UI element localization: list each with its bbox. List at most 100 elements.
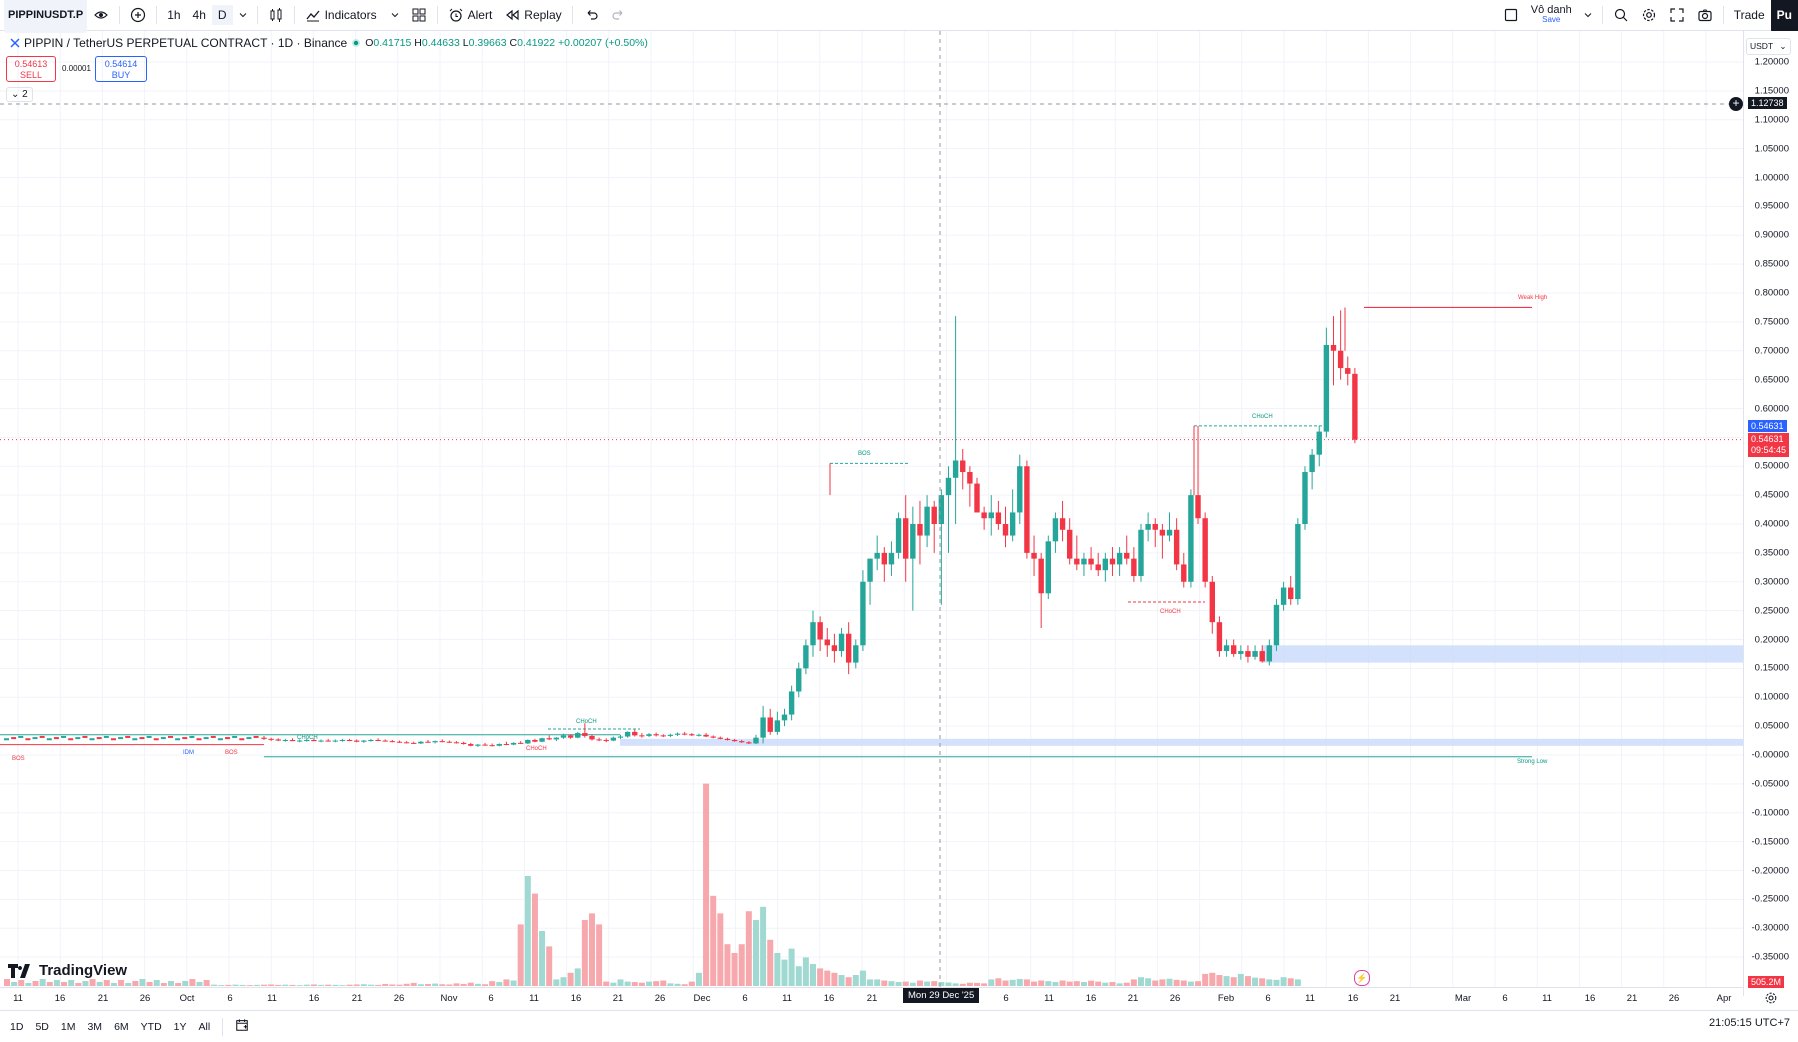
volume-bar <box>817 968 824 986</box>
timezone-clock[interactable]: 21:05:15 UTC+7 <box>1708 1017 1790 1029</box>
interval-d[interactable]: D <box>211 5 233 25</box>
volume-bar <box>189 979 196 986</box>
date-range-calendar-icon[interactable] <box>235 1018 249 1035</box>
symbol-search-button[interactable]: PIPPINUSDT.P <box>4 0 88 33</box>
range-6m[interactable]: 6M <box>114 1020 129 1033</box>
redo-icon[interactable] <box>605 0 633 30</box>
volume-bar <box>646 981 653 986</box>
candle-body <box>582 733 588 736</box>
candle-body <box>446 741 453 743</box>
candle-body <box>553 737 560 740</box>
range-5d[interactable]: 5D <box>35 1020 49 1033</box>
tradingview-logo[interactable]: TradingView <box>8 962 127 979</box>
choch-label-red: CHoCH <box>526 746 547 752</box>
time-axis[interactable] <box>0 987 1743 1010</box>
candle-body <box>710 736 716 738</box>
camera-icon[interactable] <box>1691 0 1719 30</box>
history-candle <box>39 735 45 738</box>
layout-save-label: Save <box>1542 15 1561 24</box>
volume-bar <box>253 984 260 986</box>
volume-bar <box>446 984 453 986</box>
volume-bar <box>53 980 60 986</box>
undo-icon[interactable] <box>577 0 605 30</box>
range-3m[interactable]: 3M <box>87 1020 103 1033</box>
candle-body <box>1209 581 1215 623</box>
range-ytd[interactable]: YTD <box>140 1020 162 1033</box>
volume-bar <box>153 980 160 986</box>
candle-body <box>525 739 531 744</box>
crosshair-price-label: 1.12738 <box>1748 96 1787 109</box>
volume-bar <box>517 924 524 986</box>
candle-body <box>1337 350 1344 369</box>
candle-body <box>1031 552 1037 559</box>
replay-button[interactable]: Replay <box>498 0 567 30</box>
layout-square-icon[interactable] <box>1497 0 1525 30</box>
sell-button[interactable]: 0.54613 SELL <box>6 56 56 82</box>
range-all[interactable]: All <box>198 1020 211 1033</box>
settings-gear-icon[interactable] <box>1635 0 1663 30</box>
range-1y[interactable]: 1Y <box>173 1020 187 1033</box>
chevron-down-icon[interactable] <box>233 0 253 30</box>
price-tick-label: 0.70000 <box>1754 345 1789 357</box>
compare-add-icon[interactable] <box>124 0 152 30</box>
alert-button[interactable]: Alert <box>442 0 499 30</box>
price-tick-label: 1.00000 <box>1754 172 1789 183</box>
volume-bar <box>1187 981 1194 986</box>
publish-button[interactable]: Pu <box>1770 0 1798 34</box>
volume-bar <box>738 944 745 986</box>
volume-bar <box>332 984 339 986</box>
candle-body <box>1088 558 1094 565</box>
add-alert-plus-icon[interactable]: + <box>1729 96 1743 111</box>
range-1d[interactable]: 1D <box>10 1020 24 1033</box>
volume-bar <box>453 983 460 986</box>
lightning-icon[interactable]: ⚡ <box>1354 970 1370 986</box>
candle-body <box>1159 529 1166 536</box>
chevron-down-icon[interactable] <box>1578 0 1598 30</box>
candle-body <box>282 739 289 741</box>
volume-bar <box>246 985 253 986</box>
time-tick-label: 16 <box>54 993 66 1004</box>
divider <box>571 6 573 24</box>
candle-body <box>1238 651 1244 654</box>
watch-icon[interactable] <box>87 0 115 30</box>
volume-bar <box>325 984 332 986</box>
interval-4h[interactable]: 4h <box>192 8 206 22</box>
chevron-down-icon <box>391 13 398 18</box>
legend-title[interactable]: PIPPIN / TetherUS PERPETUAL CONTRACT · 1… <box>24 36 348 50</box>
price-tick-label: 0.60000 <box>1754 403 1789 414</box>
buy-button[interactable]: 0.54614 BUY <box>95 56 147 82</box>
volume-bar <box>546 946 553 986</box>
quick-search-icon[interactable] <box>1607 0 1635 30</box>
tradingview-logo-icon <box>8 963 30 978</box>
fullscreen-icon[interactable] <box>1663 0 1691 30</box>
layout-name-button[interactable]: Vô danh Save <box>1525 0 1578 30</box>
volume-bar <box>731 953 738 986</box>
range-1m[interactable]: 1M <box>60 1020 76 1033</box>
volume-bar <box>1195 981 1202 986</box>
price-tick-label: 0.90000 <box>1754 229 1789 241</box>
volume-bar <box>503 979 510 986</box>
candle-body <box>917 524 923 536</box>
time-tick-label: 21 <box>1626 993 1638 1004</box>
history-candle <box>253 735 259 738</box>
volume-bar <box>1009 979 1016 986</box>
candle-body <box>453 742 460 744</box>
axis-settings-gear-icon[interactable] <box>1764 991 1778 1010</box>
candle-body <box>903 518 909 559</box>
time-tick-label: 26 <box>1668 993 1680 1004</box>
volume-bar <box>103 980 110 986</box>
candle-body <box>788 691 795 715</box>
indicators-button[interactable]: Indicators <box>299 0 405 30</box>
candle-body <box>646 734 652 736</box>
candle-body <box>1124 552 1130 559</box>
volume-bar <box>974 982 980 986</box>
price-axis[interactable]: 1.20000 1.15000 1.10000 1.05000 1.00000 0.950… <box>1743 31 1798 996</box>
layouts-grid-icon[interactable] <box>405 0 433 30</box>
interval-1h[interactable]: 1h <box>167 8 181 22</box>
indicators-collapse-button[interactable]: ⌄ 2 <box>6 87 33 102</box>
history-candle <box>25 738 31 741</box>
currency-selector[interactable]: USDT ⌄ <box>1746 38 1791 55</box>
candles-style-icon[interactable] <box>262 0 290 30</box>
trade-button[interactable]: Trade <box>1733 8 1765 22</box>
